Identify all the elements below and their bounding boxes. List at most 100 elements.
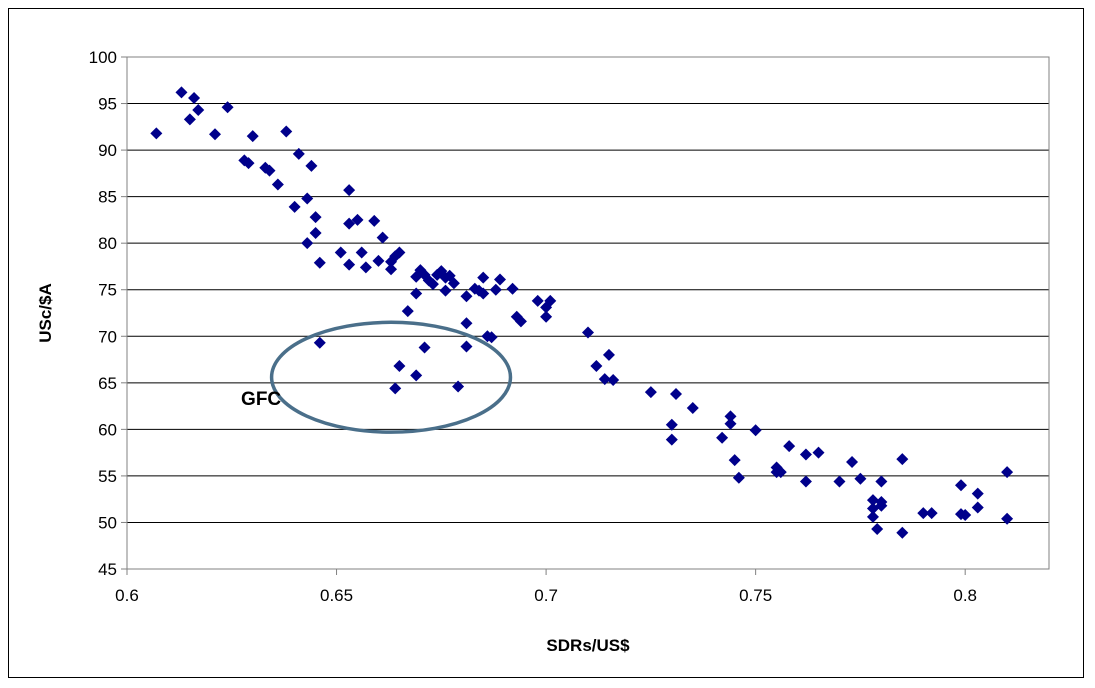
y-tick-label: 45 <box>98 560 117 579</box>
data-point <box>670 387 683 400</box>
y-tick-label: 55 <box>98 467 117 486</box>
gridlines <box>127 56 1049 523</box>
data-point <box>410 369 423 382</box>
data-point <box>368 214 381 227</box>
data-point <box>246 130 259 143</box>
data-point <box>334 246 347 259</box>
x-tick-label: 0.8 <box>953 586 977 605</box>
data-point <box>288 200 301 213</box>
data-point <box>313 256 326 269</box>
data-point <box>460 290 473 303</box>
data-point <box>301 237 314 250</box>
data-point <box>954 479 967 492</box>
data-point <box>686 401 699 414</box>
data-point <box>188 91 201 104</box>
data-point <box>783 440 796 453</box>
data-point <box>447 277 460 290</box>
data-point <box>799 475 812 488</box>
data-point <box>343 217 356 230</box>
data-point <box>590 360 603 373</box>
y-tick-label: 85 <box>98 188 117 207</box>
data-point <box>359 261 372 274</box>
data-point <box>305 159 318 172</box>
data-point <box>175 86 188 99</box>
x-tick-labels: 0.6 0.65 0.7 0.75 0.8 <box>115 586 977 605</box>
data-point <box>401 305 414 318</box>
data-point <box>393 246 406 259</box>
data-point <box>665 418 678 431</box>
y-tick-label: 95 <box>98 95 117 114</box>
data-point <box>728 454 741 467</box>
y-axis-title: USc/$A <box>36 283 55 343</box>
data-point <box>292 147 305 160</box>
data-point <box>393 360 406 373</box>
data-point <box>493 273 506 286</box>
data-point <box>271 178 284 191</box>
data-point <box>489 283 502 296</box>
data-point <box>376 231 389 244</box>
data-point <box>280 125 293 138</box>
data-point <box>716 431 729 444</box>
data-point <box>917 507 930 520</box>
data-point <box>439 284 452 297</box>
x-tick-label: 0.7 <box>534 586 558 605</box>
data-point <box>602 348 615 361</box>
data-point <box>724 410 737 423</box>
data-point <box>959 509 972 522</box>
data-point <box>477 271 490 284</box>
data-point <box>724 417 737 430</box>
data-point <box>372 254 385 267</box>
data-point <box>531 294 544 307</box>
data-point <box>665 433 678 446</box>
data-point <box>389 382 402 395</box>
data-point <box>598 373 611 386</box>
data-point <box>460 317 473 330</box>
data-point <box>309 226 322 239</box>
data-point <box>183 113 196 126</box>
data-point <box>866 510 879 523</box>
data-point <box>263 164 276 177</box>
data-point <box>871 522 884 535</box>
chart-area: 0.6 0.65 0.7 0.75 0.8 45 50 55 60 65 70 75 80 85 90 95… <box>8 8 1084 678</box>
y-tick-label: 75 <box>98 281 117 300</box>
data-point <box>242 157 255 170</box>
scatter-chart: 0.6 0.65 0.7 0.75 0.8 45 50 55 60 65 70 75 80 85 90 95… <box>36 48 1050 655</box>
x-tick-label: 0.6 <box>115 586 139 605</box>
data-point <box>410 287 423 300</box>
data-point <box>506 282 519 295</box>
data-point <box>866 494 879 507</box>
data-point <box>221 101 234 114</box>
y-tick-label: 100 <box>89 48 117 67</box>
data-point <box>192 104 205 117</box>
y-tick-label: 80 <box>98 234 117 253</box>
data-point <box>351 213 364 226</box>
data-point <box>607 374 620 387</box>
data-point <box>875 475 888 488</box>
data-point <box>833 475 846 488</box>
data-point <box>774 466 787 479</box>
data-point <box>971 487 984 500</box>
data-point <box>812 446 825 459</box>
data-point <box>477 287 490 300</box>
data-point <box>460 340 473 353</box>
data-point <box>971 501 984 514</box>
data-point <box>1001 466 1014 479</box>
data-point <box>301 192 314 205</box>
plot-area <box>126 56 1050 570</box>
data-point <box>343 258 356 271</box>
data-point <box>355 246 368 259</box>
data-point <box>925 507 938 520</box>
data-point <box>343 184 356 197</box>
x-tick-label: 0.65 <box>320 586 353 605</box>
data-point <box>426 278 439 291</box>
y-tick-label: 90 <box>98 141 117 160</box>
gfc-ellipse-annotation <box>269 320 513 434</box>
data-point <box>1001 512 1014 525</box>
data-point <box>452 380 465 393</box>
data-point <box>854 472 867 485</box>
data-point <box>896 526 909 539</box>
data-point <box>644 386 657 399</box>
data-point <box>313 336 326 349</box>
data-point <box>485 331 498 344</box>
y-tick-label: 60 <box>98 420 117 439</box>
